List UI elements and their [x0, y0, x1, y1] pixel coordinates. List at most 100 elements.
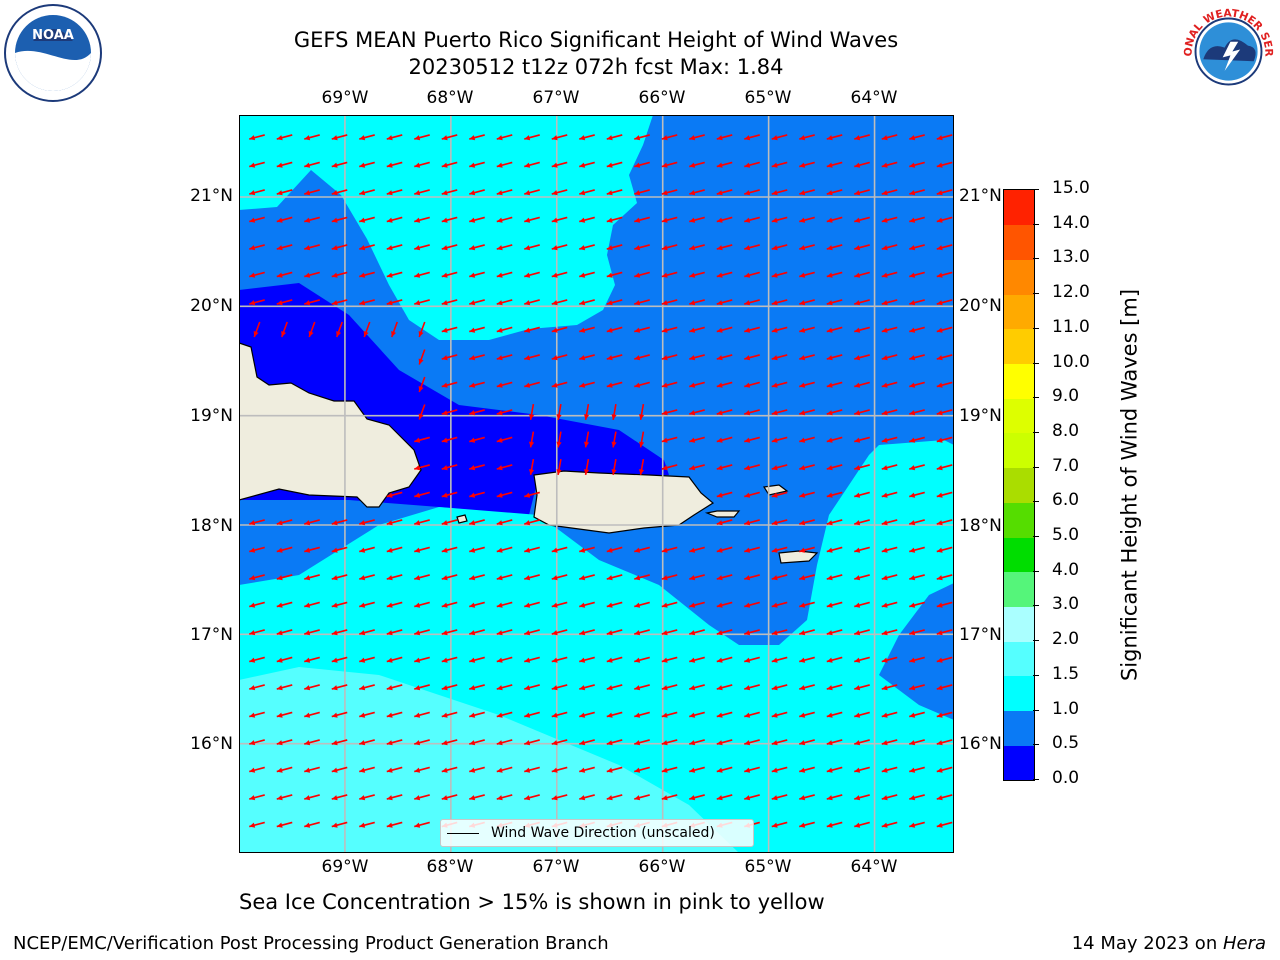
- colorbar-tick-mark: [1033, 536, 1039, 538]
- lon-label-bottom: 65°W: [744, 857, 792, 877]
- chart-subtitle: 20230512 t12z 072h fcst Max: 1.84: [408, 55, 784, 79]
- wave-direction-arrow: [936, 134, 953, 141]
- wave-direction-arrow: [469, 381, 485, 388]
- wave-direction-arrow: [249, 711, 265, 718]
- lat-label-left: 20°N: [190, 296, 233, 316]
- wave-direction-arrow: [638, 458, 645, 476]
- lat-label-right: 21°N: [959, 186, 1002, 206]
- wave-direction-arrow: [496, 381, 513, 388]
- wave-direction-arrow: [689, 684, 705, 691]
- wave-direction-arrow: [799, 381, 815, 388]
- wave-direction-arrow: [551, 381, 568, 388]
- wave-direction-arrow: [661, 161, 678, 168]
- wave-direction-arrow: [359, 216, 375, 223]
- colorbar-tick-label: 0.0: [1052, 768, 1080, 788]
- wave-direction-arrow: [276, 711, 293, 718]
- wave-direction-arrow: [386, 299, 403, 306]
- wave-direction-arrow: [854, 271, 870, 278]
- wave-direction-arrow: [936, 684, 953, 691]
- wave-direction-arrow: [496, 711, 513, 718]
- wave-direction-arrow: [909, 656, 925, 663]
- wave-direction-arrow: [556, 458, 562, 476]
- wave-direction-arrow: [331, 766, 348, 773]
- wave-direction-arrow: [276, 739, 293, 746]
- wave-direction-arrow: [744, 464, 760, 471]
- wave-direction-arrow: [771, 739, 788, 746]
- wave-direction-arrow: [551, 244, 568, 251]
- colorbar-tick-label: 6.0: [1052, 490, 1080, 511]
- wave-direction-arrow: [276, 601, 293, 608]
- wave-direction-arrow: [611, 403, 617, 421]
- wave-direction-arrow: [496, 216, 513, 223]
- colorbar-segment: [1004, 224, 1034, 260]
- wave-direction-arrow: [799, 354, 815, 361]
- wave-direction-arrow: [386, 821, 403, 828]
- wave-direction-arrow: [854, 381, 870, 388]
- wave-direction-arrow: [496, 601, 513, 608]
- wave-direction-arrow: [249, 601, 265, 608]
- wave-direction-arrow: [469, 794, 485, 801]
- wave-direction-arrow: [634, 656, 650, 663]
- wave-direction-arrow: [716, 574, 733, 581]
- wave-direction-arrow: [386, 574, 403, 581]
- wave-direction-arrow: [854, 491, 870, 498]
- wave-direction-arrow: [496, 739, 513, 746]
- wave-direction-arrow: [386, 794, 403, 801]
- wave-direction-arrow: [304, 601, 320, 608]
- wave-direction-arrow: [496, 629, 513, 636]
- lon-label-top: 68°W: [426, 88, 474, 108]
- wave-direction-arrow: [441, 381, 458, 388]
- wave-direction-arrow: [909, 271, 925, 278]
- wave-direction-arrow: [771, 794, 788, 801]
- wave-direction-arrow: [606, 271, 623, 278]
- wave-direction-arrow: [579, 684, 595, 691]
- wave-direction-arrow: [496, 491, 513, 498]
- wave-direction-arrow: [304, 684, 320, 691]
- wave-direction-arrow: [551, 629, 568, 636]
- wave-direction-arrow: [716, 134, 733, 141]
- wave-direction-arrow: [359, 821, 375, 828]
- wave-direction-arrow: [881, 326, 898, 333]
- wave-direction-arrow: [528, 458, 535, 476]
- wave-direction-arrow: [249, 134, 265, 141]
- wave-direction-arrow: [909, 216, 925, 223]
- wave-direction-arrow: [441, 409, 458, 416]
- wave-direction-arrow: [579, 189, 595, 196]
- wave-direction-arrow: [799, 271, 815, 278]
- wave-direction-arrow: [716, 326, 733, 333]
- wave-direction-arrow: [359, 739, 375, 746]
- wave-direction-arrow: [854, 161, 870, 168]
- wave-direction-arrow: [579, 574, 595, 581]
- wave-direction-arrow: [689, 161, 705, 168]
- wave-direction-arrow: [418, 321, 426, 338]
- lat-label-left: 21°N: [190, 186, 233, 206]
- colorbar-tick-mark: [1033, 327, 1039, 329]
- wave-direction-arrow: [689, 189, 705, 196]
- wave-direction-arrow: [528, 403, 535, 421]
- wave-direction-arrow: [386, 519, 403, 526]
- colorbar-tick-label: 7.0: [1052, 455, 1080, 476]
- wave-direction-arrow: [936, 244, 953, 251]
- wave-direction-arrow: [909, 244, 925, 251]
- wave-direction-arrow: [689, 381, 705, 388]
- wave-direction-arrow: [799, 574, 815, 581]
- wave-direction-arrow: [854, 134, 870, 141]
- wave-direction-arrow: [276, 519, 293, 526]
- wave-direction-arrow: [799, 161, 815, 168]
- wave-direction-arrow: [469, 519, 485, 526]
- wave-direction-arrow: [799, 546, 815, 553]
- wave-direction-arrow: [771, 711, 788, 718]
- wave-direction-arrow: [249, 299, 265, 306]
- wave-direction-arrow: [469, 354, 485, 361]
- wave-direction-arrow: [936, 519, 953, 526]
- wave-direction-arrow: [744, 684, 760, 691]
- wave-direction-arrow: [881, 271, 898, 278]
- wave-direction-arrow: [881, 711, 898, 718]
- wave-direction-arrow: [441, 684, 458, 691]
- wave-direction-arrow: [469, 491, 485, 498]
- wave-direction-arrow: [854, 244, 870, 251]
- wave-direction-arrow: [469, 134, 485, 141]
- wave-direction-arrow: [441, 601, 458, 608]
- wave-direction-arrow: [744, 134, 760, 141]
- wave-direction-arrow: [881, 354, 898, 361]
